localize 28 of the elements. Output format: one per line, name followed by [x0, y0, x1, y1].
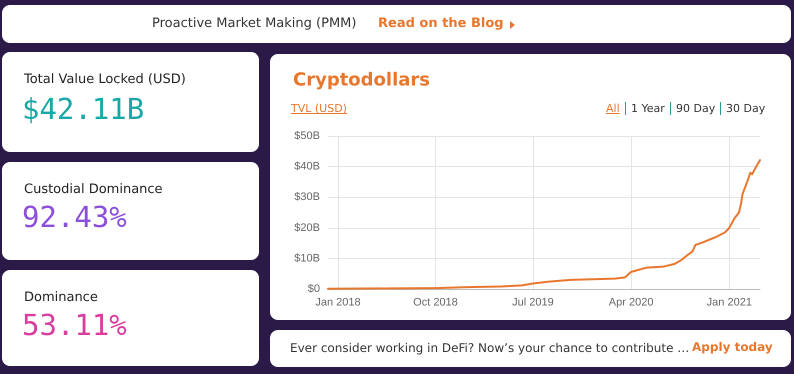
text: Read on the Blog: [378, 16, 504, 31]
y-tick-label: $40B: [294, 160, 320, 173]
text: $42.11B: [22, 92, 144, 126]
chart-title: Cryptodollars: [293, 70, 430, 90]
text: 92.43%: [22, 200, 127, 234]
line-series: [327, 159, 761, 290]
text: 90 Day: [670, 102, 716, 115]
text: Proactive Market Making (PMM): [152, 16, 356, 31]
x-tick-label: Jul 2019: [512, 296, 554, 308]
text: Ever consider working in DeFi? Now’s your chance to contribute …: [290, 341, 690, 355]
x-tick-label: Apr 2020: [608, 296, 654, 308]
text: Dominance: [24, 290, 98, 305]
text: 1 Year: [625, 102, 665, 115]
text: 53.11%: [22, 308, 127, 342]
x-tick-label: Jan 2021: [706, 296, 752, 308]
y-tick-label: $10B: [294, 252, 320, 264]
x-tick-label: Oct 2018: [413, 296, 458, 308]
text: Custodial Dominance: [24, 182, 163, 197]
x-tick-label: Jan 2018: [315, 296, 361, 308]
y-tick-label: $0: [308, 283, 320, 295]
text: All: [606, 102, 620, 115]
text: Total Value Locked (USD): [24, 72, 186, 87]
y-tick-label: $20B: [294, 222, 320, 234]
text: 30 Day: [720, 102, 766, 115]
text: Apply today: [692, 340, 773, 354]
y-tick-label: $50B: [294, 130, 320, 142]
y-axis-title: TVL (USD): [291, 102, 347, 115]
y-tick-label: $30B: [294, 191, 320, 204]
